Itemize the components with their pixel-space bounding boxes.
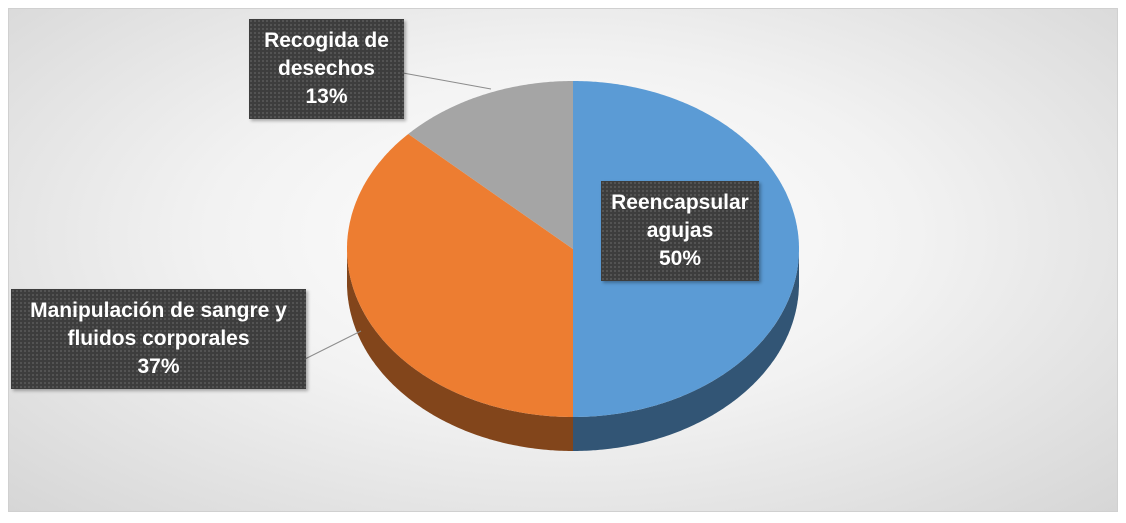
slice-side — [573, 249, 799, 451]
value-label: 50% — [658, 247, 702, 270]
slice — [408, 81, 573, 249]
data-label: Reencapsular agujas 50% — [601, 181, 759, 281]
leader-line — [402, 72, 492, 90]
value-label: 13% — [305, 85, 348, 108]
category-label: Reencapsular agujas — [611, 191, 749, 242]
category-label: Manipulación de sangre y fluidos corpora… — [30, 299, 287, 350]
chart-area: Reencapsular agujas 50% Manipulación de sa… — [8, 8, 1118, 512]
leader-line — [304, 330, 362, 360]
data-label: Recogida de desechos 13% — [249, 19, 404, 119]
slice-side — [347, 249, 573, 451]
value-label: 37% — [137, 355, 180, 378]
chart — [304, 72, 799, 451]
data-label: Manipulación de sangre y fluidos corpora… — [11, 289, 306, 389]
slice — [347, 134, 573, 417]
category-label: Recogida de desechos — [264, 29, 389, 80]
